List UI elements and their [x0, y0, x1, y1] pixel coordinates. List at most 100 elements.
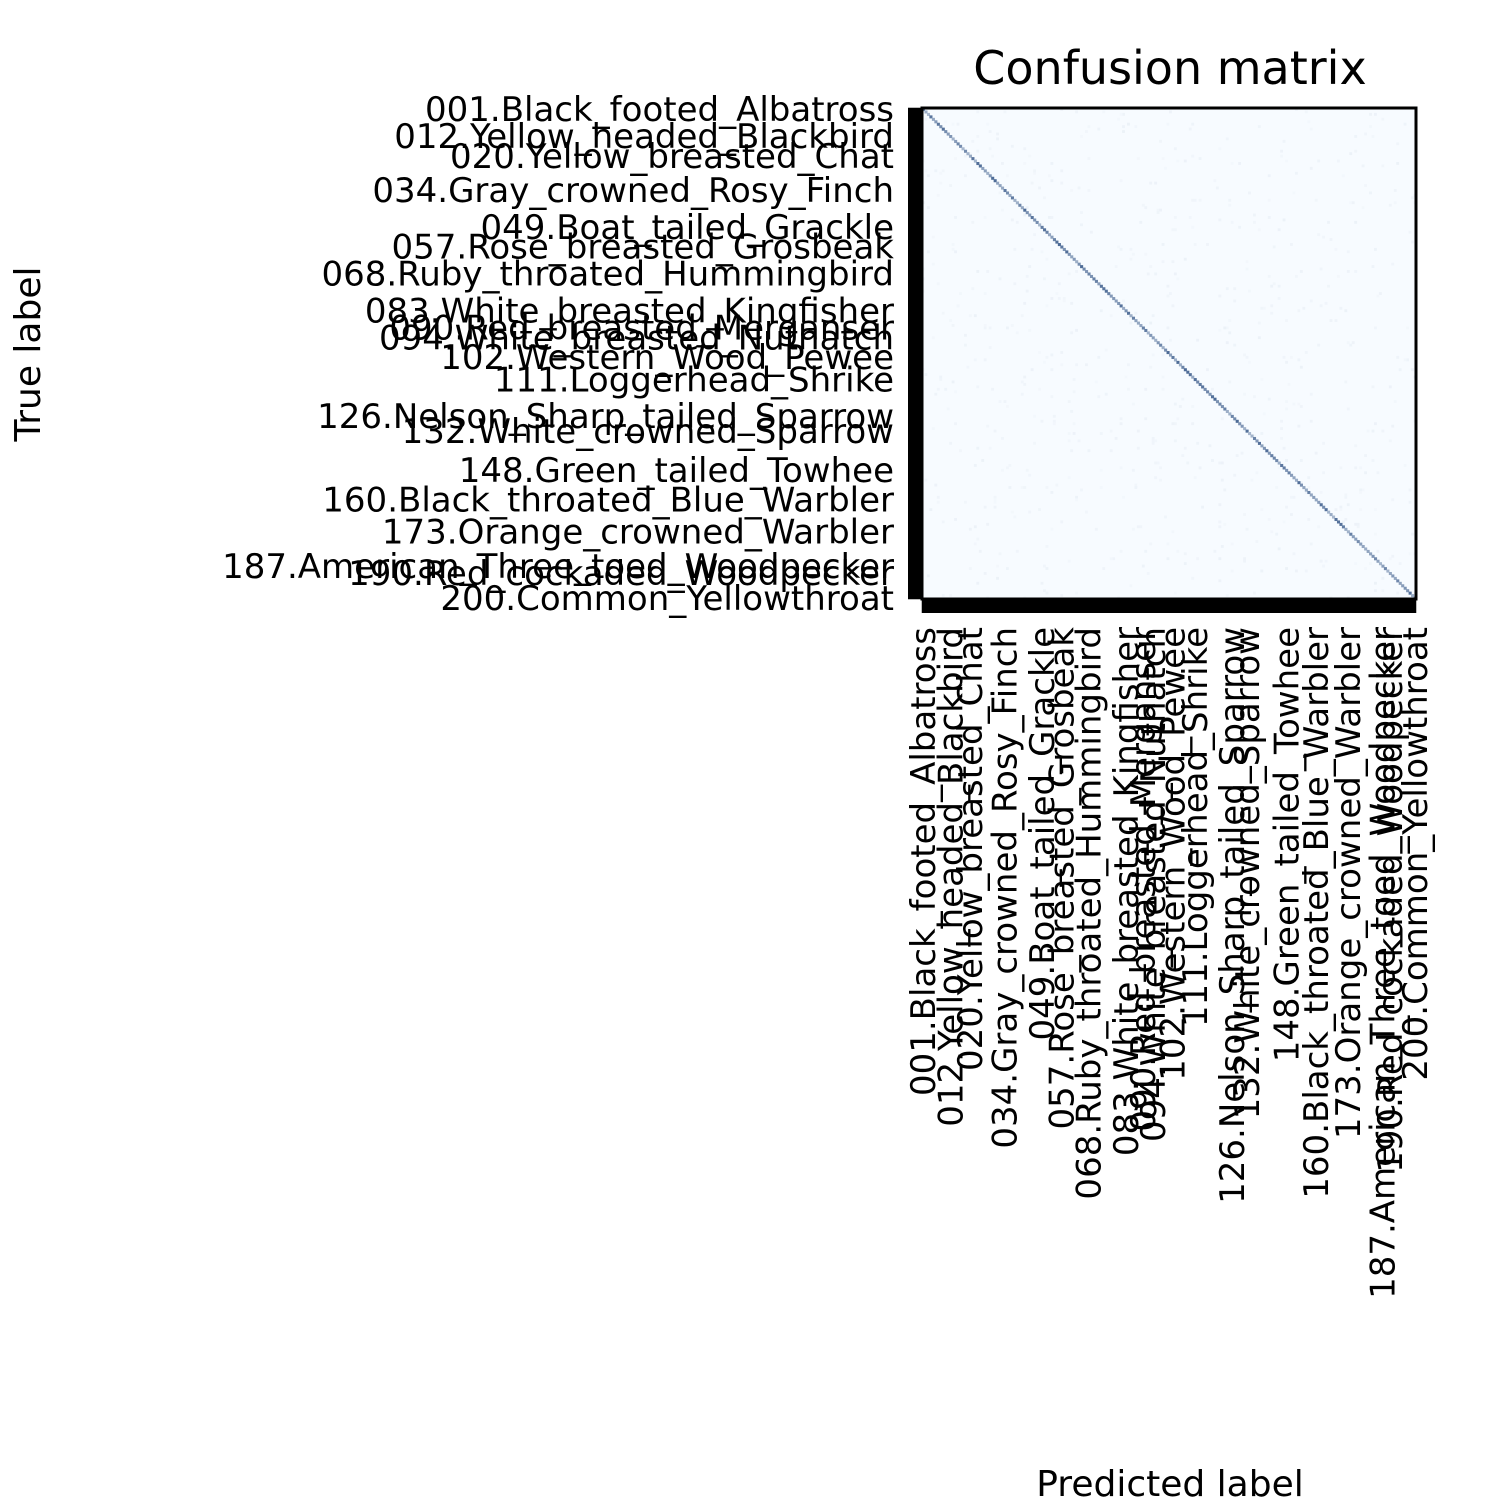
heatmap-cell — [924, 169, 928, 173]
heatmap-cell — [1280, 436, 1284, 440]
heatmap-cell — [1324, 559, 1328, 563]
heatmap-cell — [936, 500, 940, 504]
heatmap-cell — [1129, 257, 1133, 261]
x-tick-label: 034.Gray_crowned_Rosy_Finch — [986, 627, 1026, 1149]
heatmap-cell — [951, 324, 955, 327]
heatmap-cell — [1354, 444, 1358, 448]
x-tick-label: 012.Yellow_headed_Blackbird — [931, 627, 971, 1127]
heatmap-cell — [1122, 130, 1125, 133]
heatmap-cell — [1139, 525, 1143, 529]
heatmap-cell — [934, 392, 938, 396]
heatmap-cell-diagonal — [1398, 581, 1402, 585]
heatmap-cell — [1141, 203, 1145, 207]
x-tick-label: 111.Loggerhead_Shrike — [1176, 627, 1216, 1027]
heatmap-cell — [1374, 589, 1377, 593]
heatmap-cell — [1339, 505, 1343, 509]
heatmap-cell — [944, 387, 948, 391]
heatmap-cell — [1396, 142, 1400, 146]
heatmap-cell — [1292, 402, 1296, 406]
heatmap-cell-diagonal — [978, 164, 982, 168]
heatmap-cell-diagonal — [1336, 520, 1341, 524]
heatmap-cell — [1361, 488, 1365, 492]
heatmap-cell — [1001, 468, 1004, 472]
heatmap-cell — [1275, 532, 1279, 536]
heatmap-cell — [1290, 513, 1293, 516]
heatmap-cell — [1228, 380, 1232, 384]
heatmap-cell — [1109, 557, 1113, 561]
heatmap-cell — [976, 270, 980, 273]
heatmap-cell — [1104, 392, 1108, 396]
heatmap-cell — [1075, 363, 1079, 367]
x-tick-label: 187.American_Three_toed_Woodpecker — [1364, 627, 1404, 1299]
heatmap-cell — [1374, 247, 1377, 251]
heatmap-cell-diagonal — [1193, 378, 1197, 382]
y-tick-label: 090.Red_breasted_Merganser — [389, 309, 894, 349]
heatmap-cell — [1149, 265, 1153, 268]
y-tick-label: 160.Black_throated_Blue_Warbler — [322, 481, 894, 521]
heatmap-cell — [1008, 463, 1012, 467]
heatmap-cell — [1013, 247, 1017, 251]
heatmap-cell — [954, 157, 957, 160]
heatmap-cell — [1290, 355, 1293, 359]
heatmap-cell — [1131, 527, 1135, 531]
heatmap-cell-diagonal — [1065, 250, 1069, 254]
heatmap-cell — [1304, 351, 1308, 354]
heatmap-cell — [1198, 157, 1202, 160]
heatmap-cell — [1176, 417, 1180, 421]
heatmap-cell — [1146, 272, 1150, 276]
heatmap-cell-diagonal — [1008, 193, 1012, 197]
heatmap-cell — [1050, 216, 1054, 219]
heatmap-cell — [1294, 569, 1298, 573]
heatmap-cell-diagonal — [1112, 297, 1116, 301]
heatmap-cell — [1188, 216, 1192, 219]
heatmap-cell — [1327, 284, 1330, 288]
heatmap-cell — [1191, 122, 1195, 126]
heatmap-cell — [1218, 503, 1222, 507]
heatmap-cell — [1001, 436, 1004, 440]
heatmap-cell-diagonal — [1169, 353, 1173, 357]
heatmap-cell — [1050, 368, 1054, 372]
heatmap-cell — [1193, 476, 1197, 480]
heatmap-cell-diagonal — [1043, 228, 1047, 232]
heatmap-cell — [1406, 326, 1409, 330]
heatmap-cell — [1166, 122, 1170, 126]
heatmap-cell — [1028, 265, 1032, 268]
heatmap-cell — [1050, 353, 1054, 357]
heatmap-cell — [1193, 243, 1197, 246]
heatmap-cell — [1196, 441, 1200, 445]
heatmap-cell — [1005, 405, 1009, 408]
heatmap-cell — [1060, 181, 1064, 185]
heatmap-cell — [1025, 206, 1029, 210]
heatmap-cell — [1285, 407, 1288, 411]
heatmap-cell — [1220, 478, 1224, 482]
heatmap-cell-diagonal — [1378, 562, 1383, 566]
heatmap-cell — [1171, 530, 1175, 534]
heatmap-cell — [1322, 441, 1326, 445]
heatmap-cell-diagonal — [1023, 208, 1027, 212]
heatmap-cell — [1144, 206, 1148, 210]
heatmap-cell — [1094, 527, 1098, 531]
y-tick-label: 126.Nelson_Sharp_tailed_Sparrow — [317, 397, 894, 437]
heatmap-cell-diagonal — [1018, 203, 1022, 207]
heatmap-cell — [1213, 179, 1217, 183]
heatmap-cell-diagonal — [954, 139, 958, 143]
heatmap-cell — [1161, 243, 1165, 246]
heatmap-cell — [998, 191, 1002, 195]
heatmap-cell — [1267, 198, 1271, 202]
heatmap-cell — [1319, 559, 1323, 563]
heatmap-cell — [1374, 422, 1377, 426]
heatmap-cell — [954, 250, 957, 254]
heatmap-cell — [1198, 198, 1202, 202]
heatmap-cell — [1327, 220, 1330, 224]
heatmap-cell — [1359, 490, 1363, 494]
heatmap-cell — [1124, 375, 1128, 379]
x-tick-label: 148.Green_tailed_Towhee — [1267, 627, 1307, 1062]
heatmap-cell — [1060, 169, 1064, 173]
heatmap-cell — [1013, 515, 1017, 519]
heatmap-cell-diagonal — [1280, 463, 1284, 468]
heatmap-cell — [1344, 309, 1348, 313]
heatmap-cell — [1272, 282, 1276, 286]
heatmap-cell-diagonal — [1349, 532, 1353, 536]
heatmap-cell — [963, 333, 967, 337]
y-tick-label: 012.Yellow_headed_Blackbird — [394, 117, 894, 157]
